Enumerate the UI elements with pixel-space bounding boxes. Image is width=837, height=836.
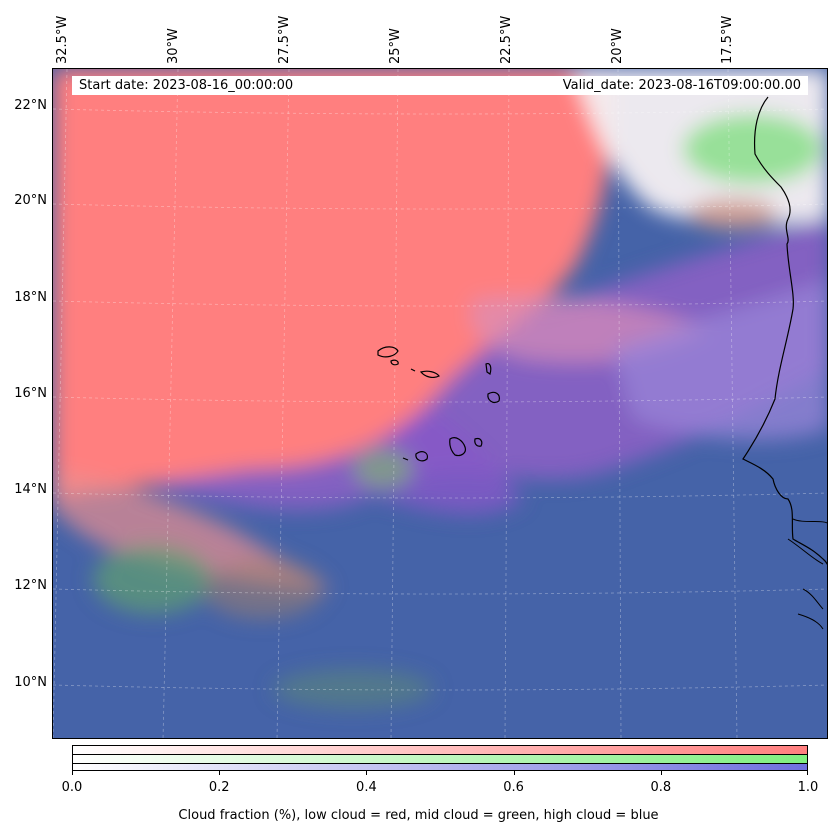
colorbar-ticks: 0.0 0.2 0.4 0.6 0.8 1.0 xyxy=(62,771,818,801)
cape-verde-islands xyxy=(377,346,500,462)
latitude-label: 16°N xyxy=(14,386,47,401)
mid-cloud-patch-2 xyxy=(93,544,213,614)
colorbar-tick-label: 0.8 xyxy=(650,780,672,795)
island-maio xyxy=(474,437,483,447)
longitude-label: 20°W xyxy=(610,28,625,64)
island-sao-vicente xyxy=(390,359,399,366)
colorbar xyxy=(72,745,808,771)
colorbar-tick-label: 0.0 xyxy=(61,780,83,795)
mid-cloud-patch-3 xyxy=(203,559,323,619)
longitude-label: 25°W xyxy=(388,28,403,64)
colorbar-tick-mark xyxy=(72,771,73,775)
latitude-label: 18°N xyxy=(14,290,47,305)
start-date-label: Start date: 2023-08-16_00:00:00 xyxy=(79,78,294,93)
colorbar-high-cloud xyxy=(73,764,807,770)
colorbar-low-cloud xyxy=(73,746,807,755)
map-canvas xyxy=(53,69,827,738)
colorbar-tick-mark xyxy=(807,771,808,775)
longitude-label: 17.5°W xyxy=(720,15,735,64)
longitude-label: 22.5°W xyxy=(499,15,514,64)
coastline-details xyxy=(787,518,827,630)
graticule xyxy=(53,69,827,738)
colorbar-mid-cloud xyxy=(73,755,807,764)
colorbar-tick-label: 0.2 xyxy=(208,780,230,795)
colorbar-tick-mark xyxy=(219,771,221,775)
island-boa-vista xyxy=(487,391,500,404)
latitude-label: 14°N xyxy=(14,482,47,497)
latitude-label: 10°N xyxy=(14,675,47,690)
african-coastline xyxy=(742,96,827,565)
mid-cloud-patch-1 xyxy=(353,449,413,489)
latitude-label: 22°N xyxy=(14,98,47,113)
island-santo-antao xyxy=(377,346,399,358)
valid-date-label: Valid_date: 2023-08-16T09:00:00.00 xyxy=(562,78,801,93)
island-sal xyxy=(485,362,492,375)
island-sao-nicolau xyxy=(419,370,440,378)
colorbar-tick-mark xyxy=(513,771,515,775)
longitude-label: 32.5°W xyxy=(55,15,70,64)
colorbar-tick-label: 0.6 xyxy=(503,780,524,795)
longitude-label: 27.5°W xyxy=(277,15,292,64)
low-cloud-deck xyxy=(53,69,613,499)
island-santa-luzia xyxy=(410,368,416,372)
longitude-label: 30°W xyxy=(166,28,181,64)
date-info-bar: Start date: 2023-08-16_00:00:00 Valid_da… xyxy=(72,76,808,95)
high-cloud-patch xyxy=(613,279,827,440)
cloud-fraction-map xyxy=(52,68,828,739)
mid-cloud-patch-4 xyxy=(273,669,433,709)
colorbar-tick-mark xyxy=(366,771,368,775)
colorbar-tick-mark xyxy=(660,771,662,775)
island-brava xyxy=(402,457,409,461)
colorbar-label: Cloud fraction (%), low cloud = red, mid… xyxy=(178,808,659,823)
mixed-cloud-patch-2 xyxy=(688,199,778,229)
latitude-label: 20°N xyxy=(14,193,47,208)
colorbar-tick-label: 0.4 xyxy=(356,780,377,795)
island-fogo xyxy=(415,451,428,462)
mid-cloud-patch-5 xyxy=(683,114,823,184)
latitude-label: 12°N xyxy=(14,578,47,593)
island-santiago xyxy=(449,437,466,457)
colorbar-tick-label: 1.0 xyxy=(797,780,819,795)
